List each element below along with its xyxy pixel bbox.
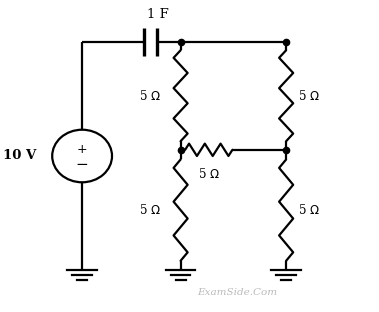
Text: +: + <box>77 143 88 156</box>
Text: 5 $\Omega$: 5 $\Omega$ <box>139 203 161 217</box>
Text: 5 $\Omega$: 5 $\Omega$ <box>139 89 161 103</box>
Text: ExamSide.Com: ExamSide.Com <box>197 288 277 297</box>
Text: 5 $\Omega$: 5 $\Omega$ <box>298 203 320 217</box>
Text: 10 V: 10 V <box>3 149 36 163</box>
Text: 5 $\Omega$: 5 $\Omega$ <box>198 167 220 181</box>
Text: −: − <box>76 157 88 172</box>
Text: 1 F: 1 F <box>147 8 169 22</box>
Text: 5 $\Omega$: 5 $\Omega$ <box>298 89 320 103</box>
